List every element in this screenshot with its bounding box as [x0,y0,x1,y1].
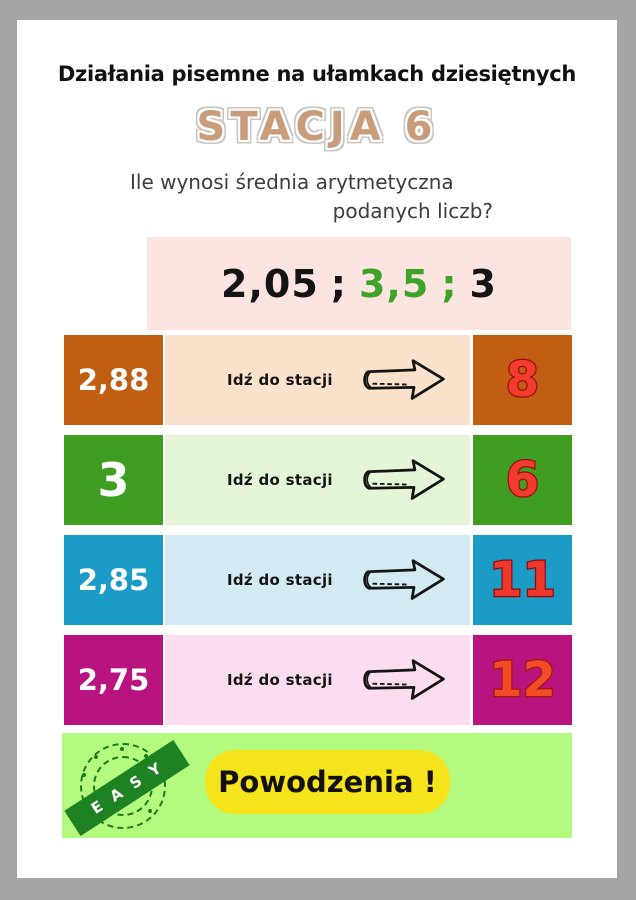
go-to-station-label: Idź do stacji [227,671,333,689]
easy-stamp: EASY [64,740,190,836]
station-number: 11 [488,551,557,610]
right-arrow-icon [363,359,445,400]
right-arrow-icon [363,459,445,500]
worksheet-page: Działania pisemne na ułamkach dziesiętny… [17,20,617,878]
right-arrow-icon [363,559,445,600]
go-to-station-band: Idź do stacji [165,635,470,725]
given-numbers-box: 2,05 ; 3,5 ; 3 [147,237,571,330]
station-number: 6 [505,451,541,510]
station-number-square: 8 [473,335,572,425]
answer-row: 2,88 Idź do stacji 8 [64,335,572,425]
answer-value-square: 2,85 [64,535,163,625]
station-number: 8 [505,351,541,410]
answer-value: 2,88 [77,363,150,397]
stamp-outer-circle [80,743,166,829]
answer-row: 2,75 Idź do stacji 12 [64,635,572,725]
go-to-station-label: Idź do stacji [227,371,333,389]
station-heading: STACJA 6 [196,104,438,150]
go-to-station-band: Idź do stacji [165,535,470,625]
answer-value: 2,85 [77,563,150,597]
go-to-station-label: Idź do stacji [227,571,333,589]
go-to-station-band: Idź do stacji [165,435,470,525]
station-number-square: 6 [473,435,572,525]
stamp-dots [120,747,124,751]
answer-value-square: 3 [64,435,163,525]
number-value: 3 [469,261,497,306]
number-value: 3,5 [358,261,430,306]
answer-row: 3 Idź do stacji 6 [64,435,572,525]
question-line1: Ile wynosi średnia arytmetyczna [130,170,454,194]
right-arrow-icon [363,659,445,700]
go-to-station-label: Idź do stacji [227,471,333,489]
answer-value-square: 2,88 [64,335,163,425]
answer-value: 3 [97,453,130,507]
go-to-station-band: Idź do stacji [165,335,470,425]
separator: ; [441,261,458,306]
good-luck-badge: Powodzenia ! [205,750,450,814]
station-number: 12 [488,651,557,710]
answer-row: 2,85 Idź do stacji 11 [64,535,572,625]
separator: ; [330,261,347,306]
station-number-square: 11 [473,535,572,625]
footer-band: EASY Powodzenia ! [62,733,572,838]
station-number-square: 12 [473,635,572,725]
answer-value: 2,75 [77,663,150,697]
number-value: 2,05 [221,261,319,306]
answer-value-square: 2,75 [64,635,163,725]
page-title: Działania pisemne na ułamkach dziesiętny… [57,62,577,86]
question-line2: podanych liczb? [332,199,493,223]
question-text: Ile wynosi średnia arytmetyczna podanych… [130,168,493,226]
